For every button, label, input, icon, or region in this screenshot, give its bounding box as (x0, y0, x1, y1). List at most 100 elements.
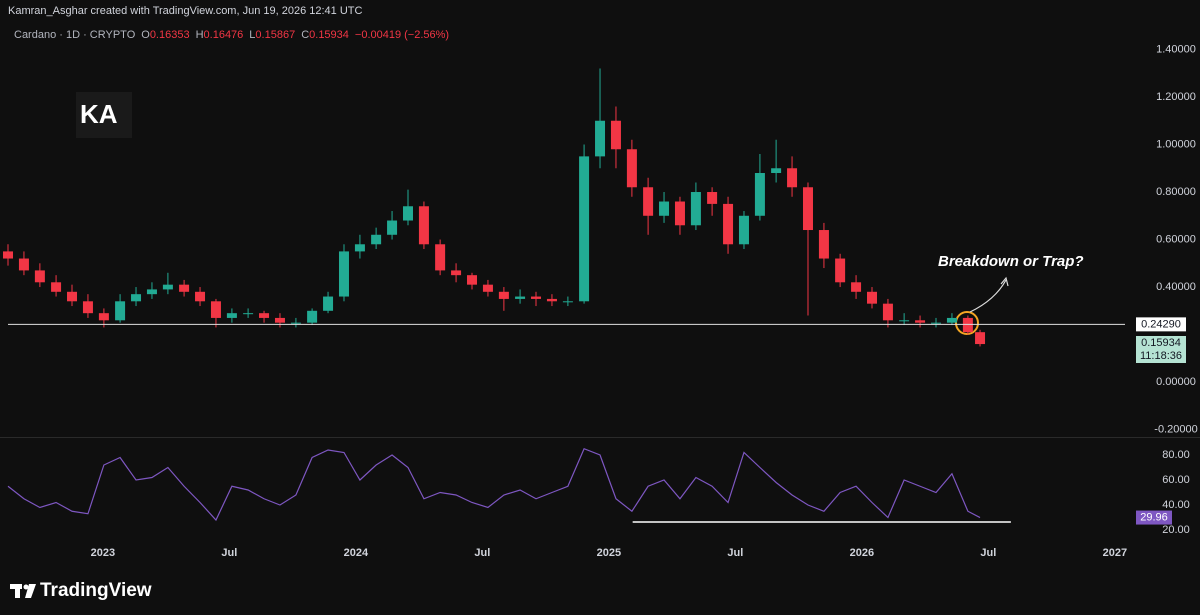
ohlc-value: 0.15867 (255, 29, 296, 41)
rsi-last: 29.96 (1140, 511, 1168, 523)
countdown: 11:18:36 (1140, 350, 1182, 362)
x-tick-label: 2025 (597, 547, 621, 559)
candle-body (787, 168, 798, 188)
candle-body (674, 201, 685, 226)
y-tick-label: 80.00 (1162, 449, 1190, 461)
candle-body (723, 203, 734, 245)
candle-body (274, 317, 285, 323)
candle-body (131, 294, 142, 302)
candle-body (915, 320, 926, 323)
candle-body (18, 258, 29, 271)
y-tick-label: 40.00 (1162, 499, 1190, 511)
candle-body (818, 230, 829, 259)
candle-body (162, 284, 173, 290)
candle-body (51, 282, 62, 292)
candle-body (690, 192, 701, 226)
x-tick-label: Jul (221, 547, 237, 559)
candle-body (626, 149, 637, 188)
ohlc-key: C (301, 29, 310, 41)
x-tick-label: 2026 (850, 547, 874, 559)
ohlc-o: O0.16353 (141, 29, 189, 41)
candle-body (290, 322, 301, 324)
candle-body (338, 251, 349, 297)
candle-body (146, 289, 157, 295)
candle-body (866, 291, 877, 304)
candle-body (451, 270, 462, 276)
brand: TradingView (40, 580, 152, 601)
candle-body (707, 192, 718, 204)
candle-body (835, 258, 846, 283)
x-tick-label: Jul (474, 547, 490, 559)
candle-body (82, 301, 93, 314)
candle-body (946, 317, 957, 323)
candle-body (851, 282, 862, 292)
candle-body (402, 206, 413, 221)
x-tick-label: 2024 (344, 547, 369, 559)
candle-body (643, 187, 654, 216)
ohlc-key: O (141, 29, 150, 41)
ohlc-h: H0.16476 (196, 29, 244, 41)
candle-body (738, 215, 749, 245)
candle-body (435, 244, 446, 271)
ohlc-key: L (249, 29, 256, 41)
candle-body (323, 296, 334, 311)
candle-body (307, 310, 318, 323)
y-tick-label: 0.60000 (1156, 233, 1196, 245)
candle-body (259, 313, 270, 318)
annotation-arrow (969, 279, 1007, 313)
candle-body (562, 301, 573, 303)
candle-body (67, 291, 78, 302)
y-tick-label: 1.20000 (1156, 91, 1196, 103)
watermark-text: KA (80, 99, 118, 129)
ohlc-value: 0.16353 (149, 29, 190, 41)
candle-body (3, 251, 13, 259)
candle-body (98, 313, 109, 321)
credit: Kamran_Asghar created with TradingView.c… (8, 5, 363, 17)
change: −0.00419 (−2.56%) (354, 29, 450, 41)
candle-body (226, 313, 237, 318)
candle-body (962, 317, 973, 333)
y-tick-label: 20.00 (1162, 524, 1190, 536)
y-tick-label: -0.20000 (1154, 423, 1197, 435)
candle-body (659, 201, 670, 216)
candle-body (546, 298, 557, 302)
ohlc-value: 0.16476 (203, 29, 244, 41)
highlight-circle (955, 311, 979, 335)
candle-body (531, 296, 542, 299)
last-price: 0.15934 (1141, 337, 1181, 349)
candle-body (882, 303, 893, 321)
candle-body (515, 296, 526, 299)
ohlc-l: L0.15867 (249, 29, 295, 41)
y-tick-label: 1.00000 (1156, 138, 1196, 150)
candle-body (179, 284, 190, 292)
x-tick-label: Jul (727, 547, 743, 559)
candle-body (467, 275, 478, 285)
candle-body (579, 156, 590, 302)
support-label-bg (1136, 317, 1186, 332)
candle-body (195, 291, 206, 302)
candle-body (371, 234, 382, 245)
watermark: KA (76, 92, 132, 138)
watermark-bg (76, 92, 132, 138)
ohlc-c: C0.15934 (301, 29, 349, 41)
candle-body (610, 120, 621, 150)
candle-body (899, 320, 910, 322)
candle-body (354, 244, 365, 252)
logo-part (15, 584, 20, 598)
candle-body (243, 313, 254, 315)
candle-body (210, 301, 221, 318)
candle-body (115, 301, 126, 321)
candle-body (34, 270, 45, 283)
ohlc-key: H (195, 29, 204, 41)
y-tick-label: 0.00000 (1156, 376, 1196, 388)
candle-body (931, 322, 942, 324)
candle-body (418, 206, 429, 245)
symbol: Cardano · 1D · CRYPTO (14, 29, 136, 41)
annotation: Breakdown or Trap? (938, 253, 1084, 270)
candle-body (498, 291, 509, 299)
symbol-bar: Cardano · 1D · CRYPTO O0.16353 H0.16476 … (14, 29, 449, 41)
rsi-line (7, 447, 981, 522)
candle-body (802, 187, 813, 231)
